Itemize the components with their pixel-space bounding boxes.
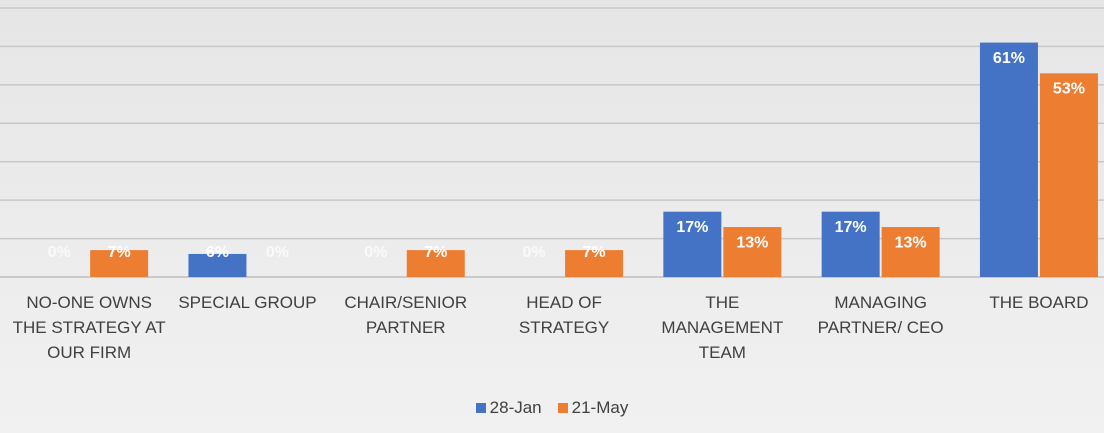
legend-item: 21-May bbox=[557, 398, 629, 418]
legend-label: 21-May bbox=[571, 398, 629, 417]
data-label: 0% bbox=[364, 244, 387, 261]
legend-swatch bbox=[557, 403, 568, 413]
data-label: 7% bbox=[424, 244, 447, 261]
data-label: 0% bbox=[266, 244, 289, 261]
data-label: 13% bbox=[736, 234, 768, 251]
bar bbox=[663, 211, 722, 277]
bar bbox=[406, 250, 465, 277]
x-tick-label: HEAD OF STRATEGY bbox=[518, 293, 610, 337]
x-tick-label: SPECIAL GROUP bbox=[178, 293, 317, 312]
bar bbox=[188, 253, 247, 277]
x-tick-label: THE BOARD bbox=[989, 293, 1089, 312]
data-label: 7% bbox=[108, 244, 131, 261]
legend-label: 28-Jan bbox=[489, 398, 542, 417]
legend-swatch bbox=[475, 403, 486, 413]
bar bbox=[565, 250, 624, 277]
data-label: 17% bbox=[835, 219, 867, 236]
bar bbox=[979, 42, 1038, 278]
x-tick-label: NO-ONE OWNS THE STRATEGY AT OUR FIRM bbox=[12, 293, 166, 362]
x-tick-label: MANAGING PARTNER/ CEO bbox=[817, 293, 944, 337]
data-label: 17% bbox=[676, 219, 708, 236]
bar bbox=[821, 211, 880, 277]
legend: 28-Jan 21-May bbox=[0, 398, 1104, 418]
x-tick-label: THE MANAGEMENT TEAM bbox=[661, 293, 784, 362]
legend-item: 28-Jan bbox=[475, 398, 542, 418]
data-label: 7% bbox=[582, 244, 605, 261]
data-label: 13% bbox=[895, 234, 927, 251]
x-tick-label: CHAIR/SENIOR PARTNER bbox=[344, 293, 468, 337]
data-label: 61% bbox=[993, 50, 1025, 67]
data-label: 6% bbox=[206, 244, 229, 261]
bar bbox=[881, 227, 940, 277]
data-label: 0% bbox=[48, 244, 71, 261]
data-label: 0% bbox=[522, 244, 545, 261]
bar bbox=[90, 250, 149, 277]
bar bbox=[723, 227, 782, 277]
bar bbox=[1039, 73, 1098, 277]
data-label: 53% bbox=[1053, 81, 1085, 98]
